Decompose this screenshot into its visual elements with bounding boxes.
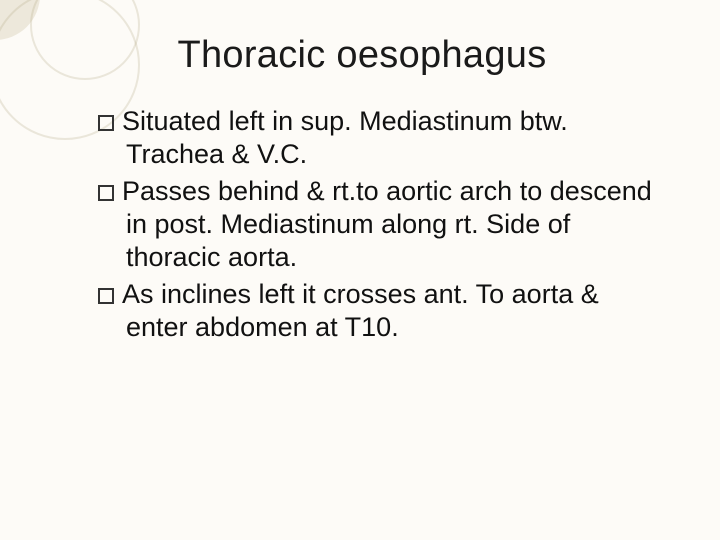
list-item: Passes behind & rt.to aortic arch to des… (98, 175, 662, 274)
list-item: As inclines left it crosses ant. To aort… (98, 278, 662, 344)
list-item: Situated left in sup. Mediastinum btw. T… (98, 105, 662, 171)
slide: Thoracic oesophagus Situated left in sup… (0, 0, 720, 540)
square-bullet-icon (98, 288, 114, 304)
list-item-text: As inclines left it crosses ant. To aort… (122, 279, 599, 342)
slide-body: Situated left in sup. Mediastinum btw. T… (52, 105, 672, 344)
square-bullet-icon (98, 185, 114, 201)
slide-title: Thoracic oesophagus (52, 34, 672, 77)
list-item-text: Passes behind & rt.to aortic arch to des… (122, 176, 652, 272)
list-item-text: Situated left in sup. Mediastinum btw. T… (122, 106, 568, 169)
square-bullet-icon (98, 115, 114, 131)
